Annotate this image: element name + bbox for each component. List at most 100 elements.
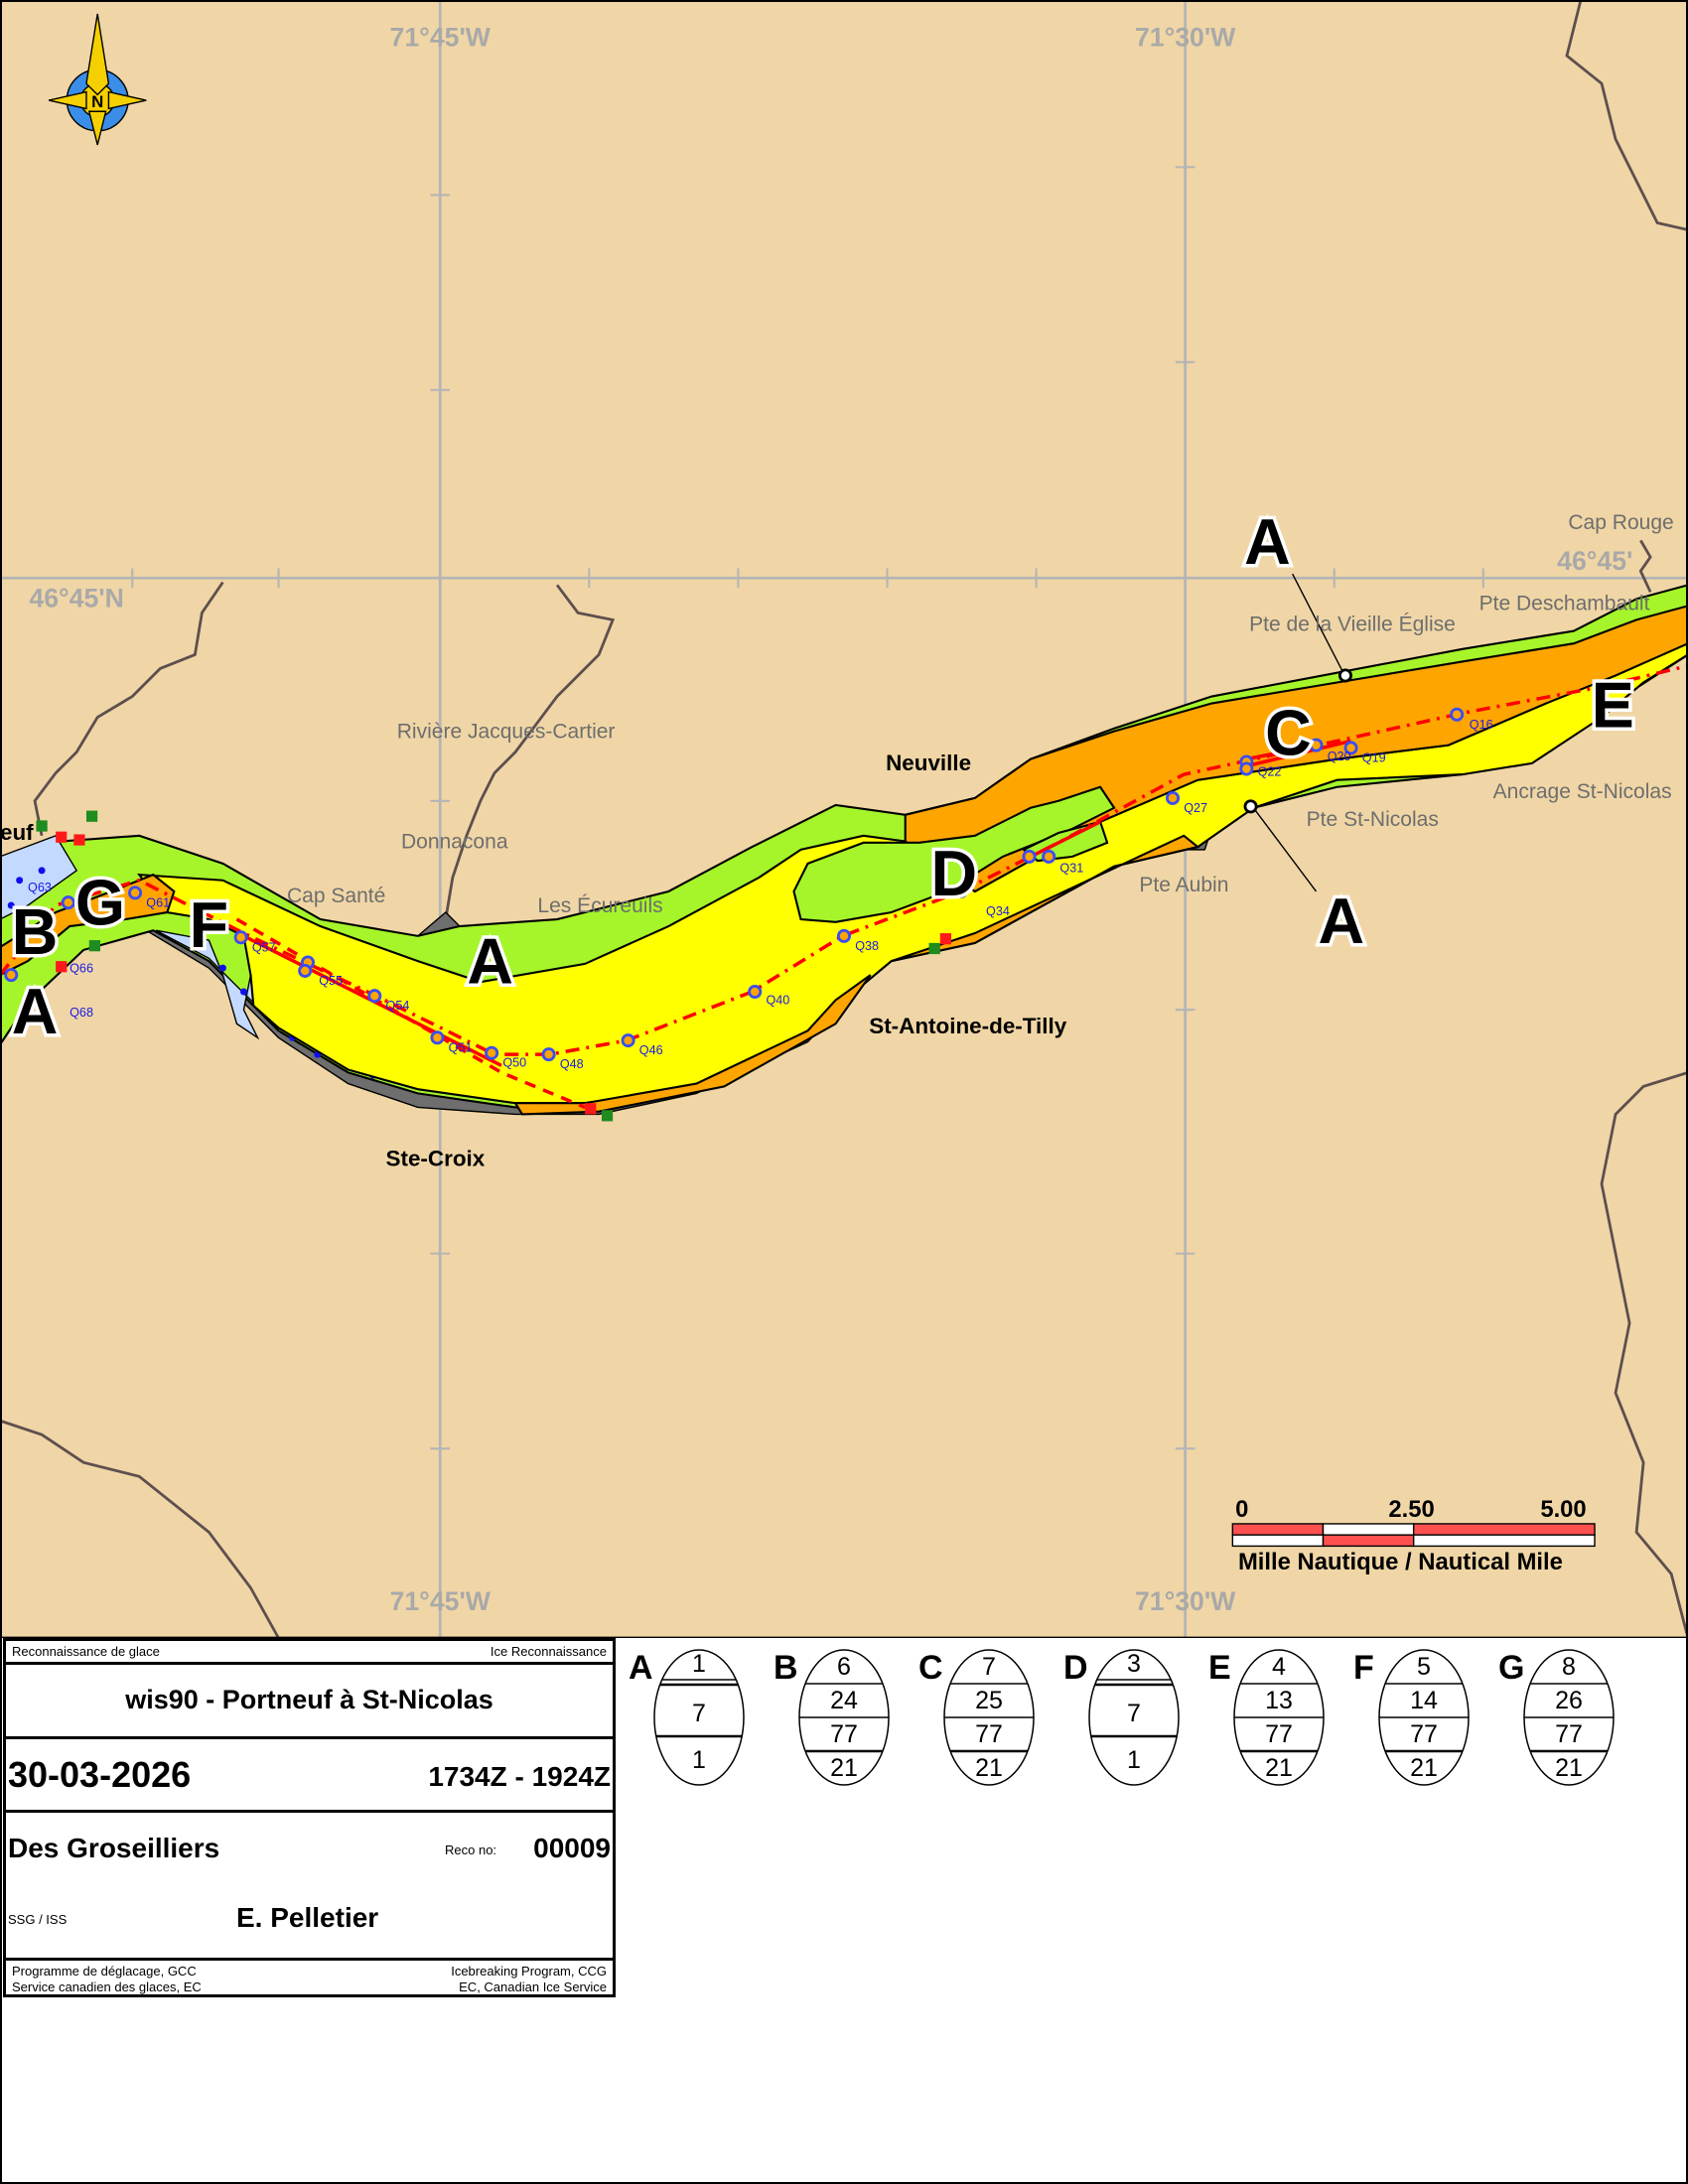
egg-code-G: 8 26 77 21 <box>1523 1649 1615 1786</box>
svg-text:0: 0 <box>1235 1496 1248 1523</box>
lon-label-top-left: 71°45'W <box>390 22 492 52</box>
svg-text:N: N <box>91 92 103 111</box>
leader-lines <box>1252 573 1345 892</box>
egg-value: 1 <box>692 1650 706 1678</box>
ship-row: Des Groseilliers Reco no: 00009 SSG / IS… <box>6 1813 613 1961</box>
title-row: wis90 - Portneuf à St-Nicolas <box>6 1665 613 1739</box>
svg-text:Q61: Q61 <box>146 895 170 909</box>
svg-text:Q63: Q63 <box>28 881 52 894</box>
egg-value: 7 <box>982 1653 996 1681</box>
egg-value: 77 <box>1265 1720 1293 1748</box>
egg-value: 21 <box>975 1754 1003 1782</box>
svg-text:5.00: 5.00 <box>1540 1496 1586 1523</box>
egg-value: 1 <box>692 1746 706 1774</box>
egg-value: 26 <box>1555 1687 1583 1714</box>
footer-fr-1: Programme de déglacage, GCC <box>12 1964 197 1979</box>
svg-text:Q55: Q55 <box>319 974 343 988</box>
svg-text:Q68: Q68 <box>70 1006 93 1020</box>
zone-label-D: D <box>931 838 978 909</box>
place-pte-deschambault: Pte Deschambault <box>1479 593 1650 615</box>
egg-label-C: C <box>918 1649 943 1687</box>
ice-zone-D[interactable] <box>792 785 1116 923</box>
egg-value: 1 <box>1127 1746 1141 1774</box>
svg-text:Q31: Q31 <box>1059 861 1083 875</box>
egg-value: 77 <box>1410 1720 1438 1748</box>
ssg-label: SSG / ISS <box>8 1912 68 1927</box>
egg-value: 21 <box>1265 1754 1293 1782</box>
egg-value: 3 <box>1127 1650 1141 1678</box>
ice-chart-map[interactable]: 71°45'W 71°30'W 71°45'W 71°30'W 46°45'N … <box>0 0 1688 1638</box>
egg-label-B: B <box>774 1649 798 1687</box>
place-pte-aubin: Pte Aubin <box>1139 874 1228 896</box>
tributary-rivers <box>0 0 1688 1638</box>
egg-value: 24 <box>830 1687 858 1714</box>
egg-label-F: F <box>1353 1649 1374 1687</box>
egg-value: 14 <box>1410 1687 1438 1714</box>
egg-value: 77 <box>830 1720 858 1748</box>
ice-zone-G[interactable] <box>0 873 176 977</box>
svg-text:Q19: Q19 <box>1362 751 1386 764</box>
reco-number: 00009 <box>533 1833 611 1863</box>
svg-text:Q22: Q22 <box>1258 765 1282 779</box>
svg-text:Q54: Q54 <box>386 999 410 1013</box>
egg-code-legend: A 1 7 1 B 6 24 77 21 C 7 25 77 21 D 3 7 1 E 4 13 77 21 F 5 14 77 21… <box>621 1643 1683 1802</box>
header-en: Ice Reconnaissance <box>490 1644 607 1659</box>
egg-label-E: E <box>1208 1649 1231 1687</box>
egg-value: 77 <box>1555 1720 1583 1748</box>
egg-value: 8 <box>1562 1653 1576 1681</box>
place-pte-vieille-eglise: Pte de la Vieille Église <box>1249 614 1456 636</box>
lat-label-right: 46°45' <box>1557 546 1632 576</box>
zone-label-A-south: A <box>1318 886 1364 957</box>
north-arrow-compass-icon: N <box>48 13 147 146</box>
place-pte-st-nicolas: Pte St-Nicolas <box>1307 808 1439 831</box>
observer-name: E. Pelletier <box>236 1902 379 1933</box>
waypoint-labels: Q16 Q19 Q20 Q22 Q27 Q31 Q34 Q38 Q40 Q46 … <box>28 718 1493 1071</box>
header-fr: Reconnaissance de glace <box>12 1644 160 1659</box>
egg-value: 5 <box>1417 1653 1431 1681</box>
town-ste-croix: Ste-Croix <box>386 1146 486 1170</box>
town-st-antoine-de-tilly: St-Antoine-de-Tilly <box>869 1014 1067 1038</box>
place-ancrage-st-nicolas: Ancrage St-Nicolas <box>1493 780 1672 803</box>
zone-label-F: F <box>190 889 228 961</box>
svg-text:Q38: Q38 <box>855 939 879 953</box>
svg-text:Q40: Q40 <box>766 994 789 1008</box>
report-date: 30-03-2026 <box>8 1754 192 1795</box>
lon-label-top-right: 71°30'W <box>1135 22 1236 52</box>
info-panel: Reconnaissance de glace Ice Reconnaissan… <box>3 1638 616 1997</box>
zone-label-A-north: A <box>1244 506 1291 578</box>
zone-label-B: B <box>12 896 59 968</box>
ship-name: Des Groseilliers <box>8 1833 220 1863</box>
ice-zone-E[interactable] <box>513 834 1200 1116</box>
egg-value: 21 <box>1410 1754 1438 1782</box>
lat-label-left: 46°45'N <box>29 584 123 614</box>
svg-text:Q27: Q27 <box>1184 801 1207 815</box>
svg-text:2.50: 2.50 <box>1388 1496 1434 1523</box>
zone-label-A-central: A <box>467 926 513 998</box>
egg-code-B: 6 24 77 21 <box>798 1649 890 1786</box>
zone-label-G: G <box>75 868 125 939</box>
waypoints <box>4 707 1465 1062</box>
report-title: wis90 - Portneuf à St-Nicolas <box>125 1685 493 1714</box>
svg-text:Q50: Q50 <box>502 1056 526 1070</box>
date-row: 30-03-2026 1734Z - 1924Z <box>6 1739 613 1813</box>
egg-code-A: 1 7 1 <box>653 1649 745 1786</box>
buoy-markers <box>36 810 952 1122</box>
svg-text:Q57: Q57 <box>252 940 276 954</box>
reco-label: Reco no: <box>445 1843 497 1857</box>
scale-bar: 0 2.50 5.00 Mille Nautique / Nautical Mi… <box>1231 1496 1596 1575</box>
egg-value: 21 <box>1555 1754 1583 1782</box>
egg-value: 21 <box>830 1754 858 1782</box>
egg-value: 7 <box>692 1700 706 1727</box>
svg-text:Mille Nautique / Nautical Mile: Mille Nautique / Nautical Mile <box>1238 1549 1563 1575</box>
egg-code-D: 3 7 1 <box>1088 1649 1180 1786</box>
town-portneuf: euf <box>0 820 34 845</box>
egg-value: 4 <box>1272 1653 1286 1681</box>
town-neuville: Neuville <box>886 751 971 775</box>
place-les-ecureuils: Les Écureuils <box>537 894 662 917</box>
egg-code-C: 7 25 77 21 <box>943 1649 1035 1786</box>
place-cap-rouge: Cap Rouge <box>1568 511 1673 534</box>
svg-text:Q16: Q16 <box>1470 718 1493 732</box>
footer-fr-2: Service canadien des glaces, EC <box>12 1979 202 1994</box>
egg-label-A: A <box>629 1649 653 1687</box>
egg-value: 77 <box>975 1720 1003 1748</box>
